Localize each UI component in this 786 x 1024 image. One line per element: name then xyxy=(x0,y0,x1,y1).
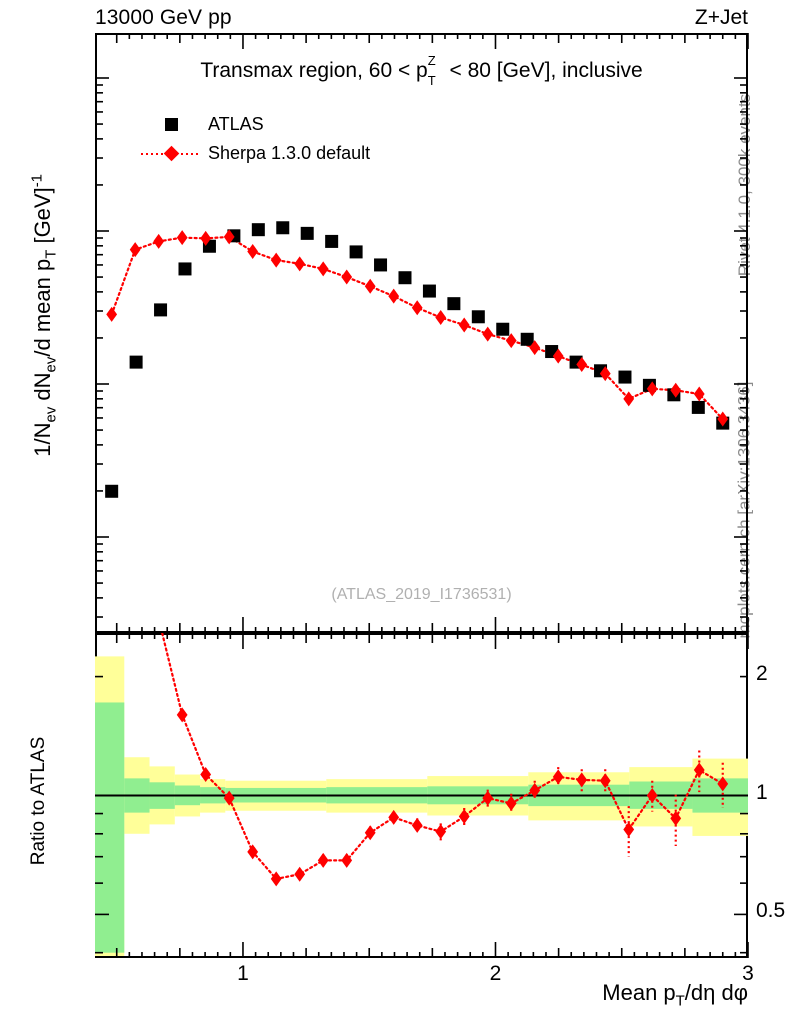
x-axis-title: Mean pT/dη dφ xyxy=(602,980,748,1010)
x-tick-label: 3 xyxy=(742,962,754,985)
ratio-y-tick-label-right: 0.5 xyxy=(756,899,786,923)
legend: ATLAS Sherpa 1.3.0 default xyxy=(140,110,370,168)
header-process-label: Z+Jet xyxy=(694,6,748,29)
legend-entry-atlas: ATLAS xyxy=(140,110,370,139)
ratio-y-tick-label-right: 2 xyxy=(756,661,768,685)
ratio-plot-frame xyxy=(95,633,748,958)
x-tick-label: 2 xyxy=(489,962,502,985)
legend-label-atlas: ATLAS xyxy=(208,114,264,134)
y-axis-title: 1/Nev dNev/d mean pT [GeV]-1 xyxy=(28,174,60,457)
legend-entry-sherpa: Sherpa 1.3.0 default xyxy=(140,139,370,168)
ratio-y-axis-title: Ratio to ATLAS xyxy=(28,736,49,866)
ratio-y-tick-label-right: 1 xyxy=(756,780,768,804)
square-marker-icon xyxy=(140,118,202,131)
main-plot-frame xyxy=(95,33,748,633)
analysis-watermark: (ATLAS_2019_I1736531) xyxy=(331,586,512,603)
legend-label-sherpa: Sherpa 1.3.0 default xyxy=(208,143,371,163)
header-beam-label: 13000 GeV pp xyxy=(95,6,232,29)
diamond-marker-icon xyxy=(140,145,202,162)
plot-title: Transmax region, 60 < pTZ < 80 [GeV], in… xyxy=(200,53,643,89)
x-tick-label: 1 xyxy=(237,962,249,985)
